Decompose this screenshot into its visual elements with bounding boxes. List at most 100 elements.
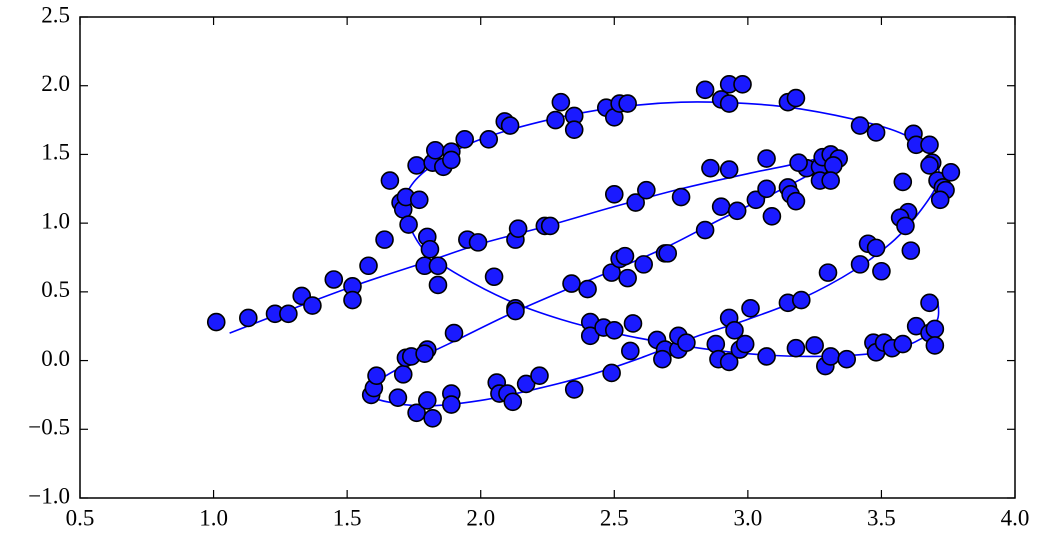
- data-point: [727, 201, 747, 221]
- data-point: [893, 172, 913, 192]
- data-point: [930, 190, 950, 210]
- y-tick-label: 0.0: [41, 346, 70, 371]
- y-tick-label: 1.5: [41, 140, 70, 165]
- data-point: [733, 75, 752, 94]
- data-point: [407, 156, 426, 175]
- data-point: [786, 338, 806, 358]
- data-point: [415, 344, 434, 364]
- data-point: [604, 184, 624, 204]
- data-point: [623, 314, 643, 333]
- data-point: [626, 193, 645, 212]
- data-point: [746, 190, 766, 210]
- data-point: [621, 341, 640, 361]
- data-point: [375, 230, 394, 249]
- data-point: [850, 116, 870, 135]
- data-point: [735, 334, 755, 354]
- data-point: [455, 130, 474, 149]
- data-point: [303, 296, 322, 315]
- x-tick-label: 4.0: [1001, 505, 1030, 530]
- data-point: [901, 241, 921, 260]
- x-tick-label: 3.0: [733, 505, 762, 530]
- y-tick-label: −1.0: [28, 483, 70, 508]
- data-point: [805, 336, 824, 355]
- data-point: [741, 299, 760, 318]
- x-tick-label: 1.5: [333, 505, 362, 530]
- data-point: [479, 130, 499, 149]
- data-point: [653, 349, 672, 369]
- x-tick-label: 2.0: [466, 505, 495, 530]
- data-point: [920, 135, 939, 155]
- data-point: [719, 352, 739, 372]
- data-point: [428, 275, 448, 295]
- data-point: [420, 239, 440, 259]
- data-point: [719, 94, 739, 113]
- data-point: [442, 150, 461, 170]
- data-point: [604, 321, 624, 340]
- data-point: [602, 263, 621, 282]
- data-point: [695, 80, 715, 100]
- data-point: [551, 92, 571, 112]
- data-point: [786, 191, 806, 211]
- data-point: [562, 274, 581, 293]
- data-point: [618, 94, 637, 113]
- data-point: [324, 270, 344, 289]
- data-point: [206, 312, 226, 332]
- data-point: [786, 88, 806, 108]
- data-point: [850, 255, 870, 274]
- data-point: [719, 160, 739, 179]
- data-point: [546, 110, 565, 130]
- data-point: [500, 116, 520, 135]
- data-point: [239, 308, 258, 328]
- data-point: [872, 261, 891, 281]
- data-point: [789, 153, 808, 172]
- x-tick-label: 0.5: [66, 505, 95, 530]
- y-tick-label: 2.0: [41, 71, 70, 96]
- x-tick-label: 3.5: [867, 505, 896, 530]
- data-point: [423, 408, 442, 428]
- data-point: [866, 123, 886, 142]
- data-point: [399, 215, 418, 234]
- x-tick-label: 2.5: [600, 505, 629, 530]
- data-point: [484, 267, 504, 287]
- data-point: [821, 347, 840, 366]
- data-point: [711, 197, 731, 216]
- data-point: [425, 141, 445, 160]
- data-point: [671, 187, 691, 207]
- data-point: [866, 238, 886, 258]
- y-tick-label: 2.5: [41, 2, 70, 27]
- data-point: [417, 391, 437, 410]
- data-point: [634, 255, 653, 274]
- data-point: [367, 366, 386, 385]
- data-point: [602, 363, 621, 383]
- data-point: [658, 244, 678, 263]
- data-point: [343, 290, 362, 310]
- data-point: [615, 246, 635, 266]
- data-point: [564, 380, 584, 399]
- data-point: [695, 220, 715, 240]
- data-point: [925, 336, 945, 355]
- data-point: [925, 319, 945, 339]
- data-point: [757, 149, 776, 168]
- data-point: [824, 156, 843, 175]
- data-point: [706, 334, 726, 354]
- data-point: [407, 403, 426, 423]
- data-point: [757, 347, 776, 366]
- data-point: [442, 395, 461, 414]
- x-tick-label: 1.0: [199, 505, 228, 530]
- data-point: [516, 374, 536, 394]
- data-point: [896, 216, 915, 236]
- data-point: [725, 321, 744, 340]
- plot-frame: [79, 16, 1016, 499]
- data-point: [618, 268, 637, 288]
- data-point: [506, 301, 525, 321]
- data-point: [393, 365, 413, 384]
- data-point: [380, 171, 400, 190]
- data-point: [580, 326, 600, 346]
- data-point: [279, 304, 298, 324]
- y-tick-label: −0.5: [28, 415, 70, 440]
- data-point: [941, 162, 961, 182]
- data-point: [444, 323, 464, 343]
- data-point: [540, 216, 560, 236]
- data-point: [762, 206, 782, 226]
